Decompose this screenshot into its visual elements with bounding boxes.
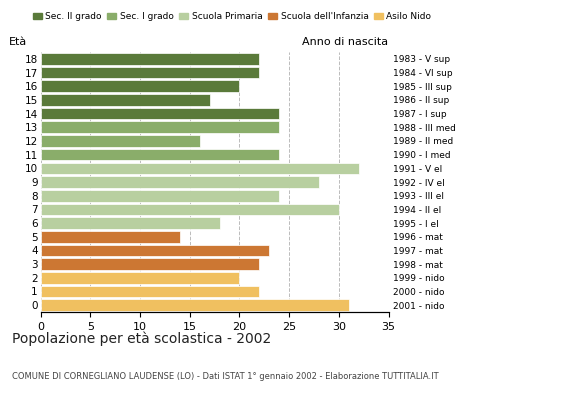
- Bar: [41, 122, 279, 133]
- Bar: [41, 272, 240, 284]
- Bar: [41, 204, 339, 215]
- Bar: [41, 190, 279, 202]
- Bar: [41, 217, 220, 229]
- Bar: [41, 299, 349, 311]
- Bar: [41, 80, 240, 92]
- Bar: [41, 94, 209, 106]
- Legend: Sec. II grado, Sec. I grado, Scuola Primaria, Scuola dell'Infanzia, Asilo Nido: Sec. II grado, Sec. I grado, Scuola Prim…: [29, 8, 435, 25]
- Text: Età: Età: [9, 37, 27, 47]
- Bar: [41, 258, 259, 270]
- Bar: [41, 286, 259, 297]
- Bar: [41, 231, 180, 242]
- Bar: [41, 176, 319, 188]
- Bar: [41, 149, 279, 160]
- Text: COMUNE DI CORNEGLIANO LAUDENSE (LO) - Dati ISTAT 1° gennaio 2002 - Elaborazione : COMUNE DI CORNEGLIANO LAUDENSE (LO) - Da…: [12, 372, 438, 381]
- Bar: [41, 245, 269, 256]
- Bar: [41, 53, 259, 65]
- Bar: [41, 67, 259, 78]
- Bar: [41, 162, 359, 174]
- Bar: [41, 135, 200, 147]
- Text: Anno di nascita: Anno di nascita: [303, 37, 389, 47]
- Bar: [41, 108, 279, 119]
- Text: Popolazione per età scolastica - 2002: Popolazione per età scolastica - 2002: [12, 332, 271, 346]
